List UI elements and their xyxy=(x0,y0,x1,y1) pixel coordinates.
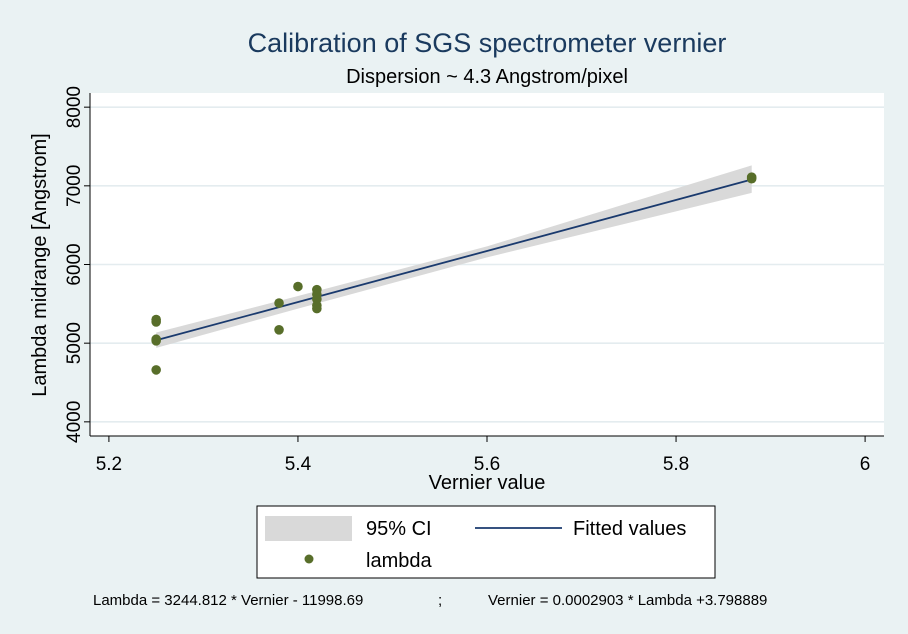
data-point xyxy=(312,303,322,314)
x-axis-label: Vernier value xyxy=(429,472,546,494)
data-point xyxy=(293,281,303,292)
fitted-line-layer xyxy=(155,178,752,342)
legend-swatch-lambda xyxy=(304,554,314,564)
footnote-separator: ; xyxy=(438,592,442,609)
ci-band-layer xyxy=(156,165,752,348)
data-point xyxy=(151,317,161,327)
y-axis-label: Lambda midrange [Angstrom] xyxy=(29,133,51,396)
y-tick-label-7000: 7000 xyxy=(64,165,85,207)
footnote-equation-lambda: Lambda = 3244.812 * Vernier - 11998.69 xyxy=(93,592,363,609)
data-point xyxy=(274,298,284,308)
footnote-equation-vernier: Vernier = 0.0002903 * Lambda +3.798889 xyxy=(488,592,767,609)
y-tick-label-5000: 5000 xyxy=(64,322,85,364)
legend-swatch-ci xyxy=(265,516,352,541)
data-point xyxy=(151,336,161,346)
legend-label-lambda: lambda xyxy=(366,550,432,572)
legend: 95% CI Fitted values lambda xyxy=(256,505,716,579)
y-tick-label-4000: 4000 xyxy=(64,401,85,443)
data-point xyxy=(746,173,757,184)
legend-label-ci: 95% CI xyxy=(366,518,432,540)
x-axis-ticks: 5.2 5.4 5.6 5.8 6 xyxy=(96,436,871,475)
y-axis-ticks: 4000 5000 6000 7000 8000 xyxy=(64,86,90,443)
ci-band xyxy=(156,165,752,348)
x-tick-label-6: 6 xyxy=(860,454,871,475)
scatter-points-layer xyxy=(151,172,757,375)
x-tick-label-5.8: 5.8 xyxy=(663,454,689,475)
y-tick-label-8000: 8000 xyxy=(64,86,85,128)
x-tick-label-5.6: 5.6 xyxy=(474,454,500,475)
chart-title: Calibration of SGS spectrometer vernier xyxy=(248,28,727,58)
x-tick-label-5.2: 5.2 xyxy=(96,454,122,475)
data-point xyxy=(151,365,161,375)
fitted-line xyxy=(155,178,752,342)
x-tick-label-5.4: 5.4 xyxy=(285,454,312,475)
chart-subtitle: Dispersion ~ 4.3 Angstrom/pixel xyxy=(346,66,628,88)
grid-lines xyxy=(90,106,884,423)
legend-label-fitted: Fitted values xyxy=(573,518,686,540)
y-tick-label-6000: 6000 xyxy=(64,243,85,285)
data-point xyxy=(274,324,284,335)
